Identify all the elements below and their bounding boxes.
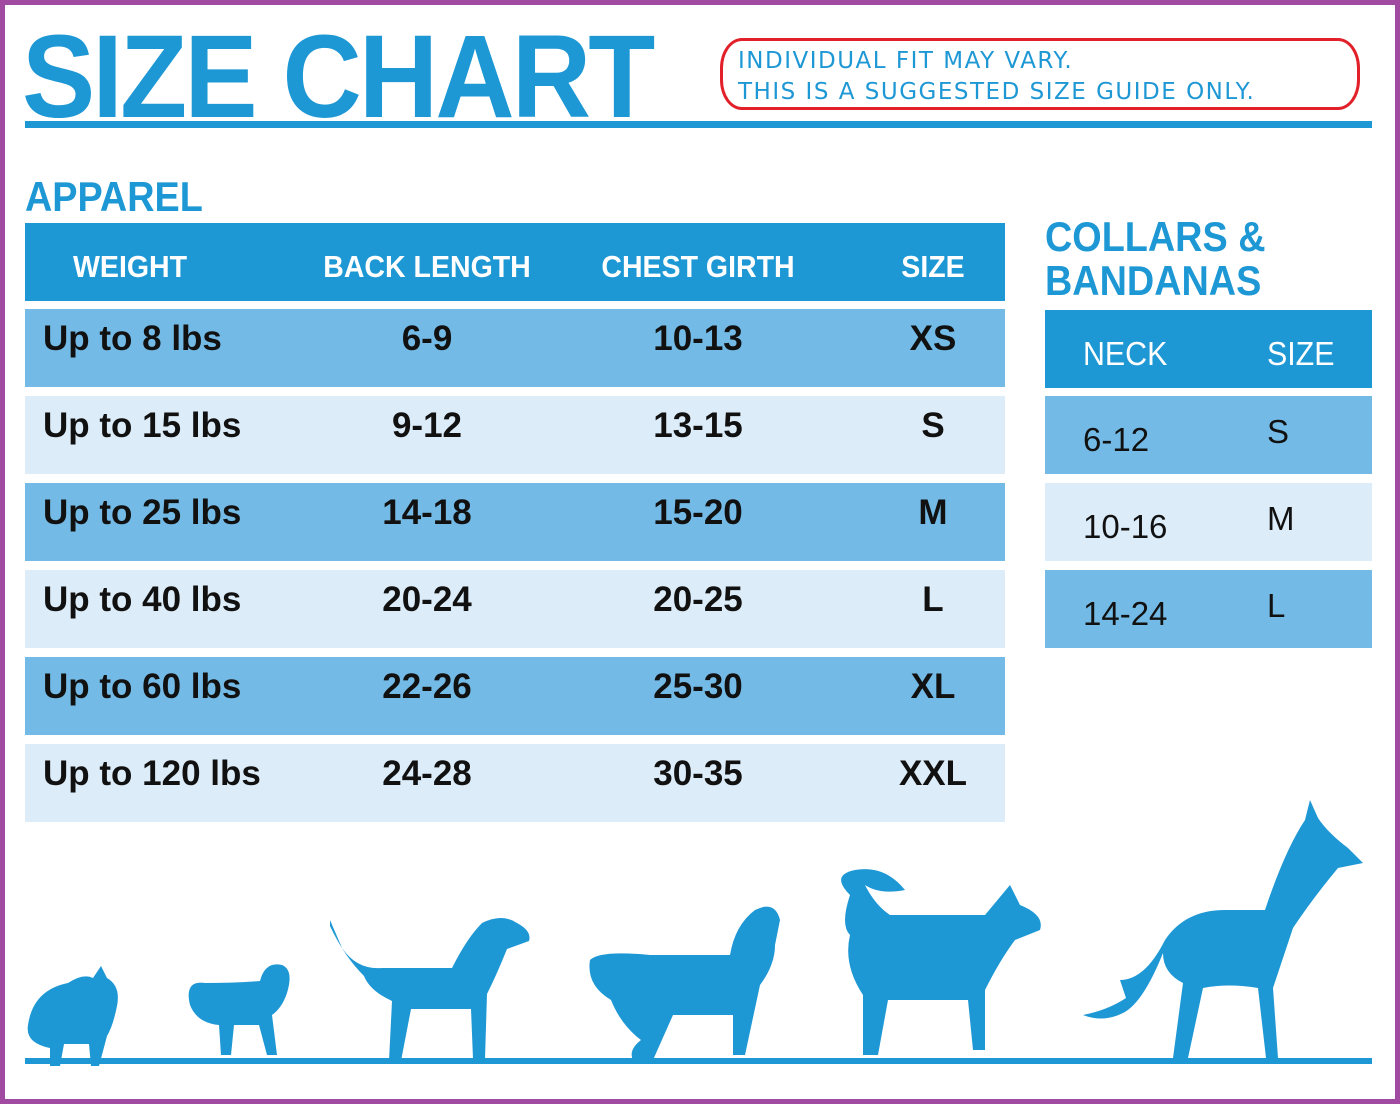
collars-header-row: NECK SIZE bbox=[1045, 310, 1372, 388]
cell-size: S bbox=[921, 406, 945, 445]
pug-silhouette bbox=[188, 964, 290, 1055]
great-dane-silhouette bbox=[1083, 800, 1363, 1058]
collar-row: 10-16 M bbox=[1045, 483, 1372, 561]
apparel-row: Up to 8 lbs 6-9 10-13 XS bbox=[25, 309, 1005, 387]
cell-back-length: 22-26 bbox=[382, 667, 472, 706]
cell-chest-girth: 13-15 bbox=[653, 406, 743, 445]
cell-size: L bbox=[922, 580, 944, 619]
header-size: SIZE bbox=[901, 249, 965, 284]
ground-line bbox=[25, 1058, 1372, 1064]
cell-size: S bbox=[1267, 413, 1290, 450]
cell-chest-girth: 25-30 bbox=[653, 667, 743, 706]
fit-disclaimer: INDIVIDUAL FIT MAY VARY. THIS IS A SUGGE… bbox=[720, 38, 1360, 110]
header-back-length: BACK LENGTH bbox=[323, 249, 531, 284]
disclaimer-line-2: THIS IS A SUGGESTED SIZE GUIDE ONLY. bbox=[738, 79, 1256, 105]
cell-weight: Up to 40 lbs bbox=[43, 580, 242, 619]
apparel-header-row: WEIGHT BACK LENGTH CHEST GIRTH SIZE bbox=[25, 223, 1005, 301]
apparel-row: Up to 40 lbs 20-24 20-25 L bbox=[25, 570, 1005, 648]
cell-neck: 10-16 bbox=[1083, 508, 1168, 545]
title-underline bbox=[25, 121, 1372, 128]
apparel-heading: APPAREL bbox=[25, 173, 203, 220]
apparel-row: Up to 120 lbs 24-28 30-35 XXL bbox=[25, 744, 1005, 822]
dog-silhouettes bbox=[25, 800, 1372, 1066]
header-chest-girth: CHEST GIRTH bbox=[601, 249, 795, 284]
disclaimer-line-1: INDIVIDUAL FIT MAY VARY. bbox=[738, 48, 1074, 74]
cell-size: L bbox=[1267, 587, 1286, 624]
cell-weight: Up to 60 lbs bbox=[43, 667, 242, 706]
collar-row: 14-24 L bbox=[1045, 570, 1372, 648]
cell-back-length: 24-28 bbox=[382, 754, 472, 793]
cell-size: XL bbox=[910, 667, 956, 706]
apparel-row: Up to 15 lbs 9-12 13-15 S bbox=[25, 396, 1005, 474]
cell-chest-girth: 20-25 bbox=[653, 580, 743, 619]
collars-heading-line-2: BANDANAS bbox=[1045, 257, 1262, 304]
collars-heading-line-1: COLLARS & bbox=[1045, 213, 1266, 260]
cell-chest-girth: 10-13 bbox=[653, 319, 743, 358]
header-size: SIZE bbox=[1267, 335, 1335, 372]
cell-chest-girth: 15-20 bbox=[653, 493, 743, 532]
apparel-row: Up to 60 lbs 22-26 25-30 XL bbox=[25, 657, 1005, 735]
cell-size: XXL bbox=[898, 754, 968, 793]
cell-weight: Up to 120 lbs bbox=[43, 754, 261, 793]
husky-silhouette bbox=[841, 869, 1041, 1055]
cell-weight: Up to 25 lbs bbox=[43, 493, 242, 532]
cell-chest-girth: 30-35 bbox=[653, 754, 743, 793]
collars-heading: COLLARS & BANDANAS bbox=[1045, 215, 1266, 303]
cell-back-length: 6-9 bbox=[401, 319, 453, 358]
header-neck: NECK bbox=[1083, 335, 1168, 372]
beagle-silhouette bbox=[330, 918, 530, 1061]
cell-back-length: 14-18 bbox=[382, 493, 472, 532]
cell-back-length: 9-12 bbox=[391, 406, 463, 445]
cell-size: M bbox=[1267, 500, 1295, 537]
cell-neck: 6-12 bbox=[1083, 421, 1150, 458]
page-title: SIZE CHART bbox=[22, 11, 655, 143]
pomeranian-silhouette bbox=[27, 966, 118, 1066]
cell-neck: 14-24 bbox=[1083, 595, 1168, 632]
cell-weight: Up to 15 lbs bbox=[43, 406, 242, 445]
spaniel-silhouette bbox=[589, 906, 780, 1060]
cell-weight: Up to 8 lbs bbox=[43, 319, 222, 358]
collar-row: 6-12 S bbox=[1045, 396, 1372, 474]
cell-size: M bbox=[918, 493, 948, 532]
header-weight: WEIGHT bbox=[73, 249, 188, 284]
cell-size: XS bbox=[909, 319, 957, 358]
cell-back-length: 20-24 bbox=[382, 580, 472, 619]
apparel-row: Up to 25 lbs 14-18 15-20 M bbox=[25, 483, 1005, 561]
